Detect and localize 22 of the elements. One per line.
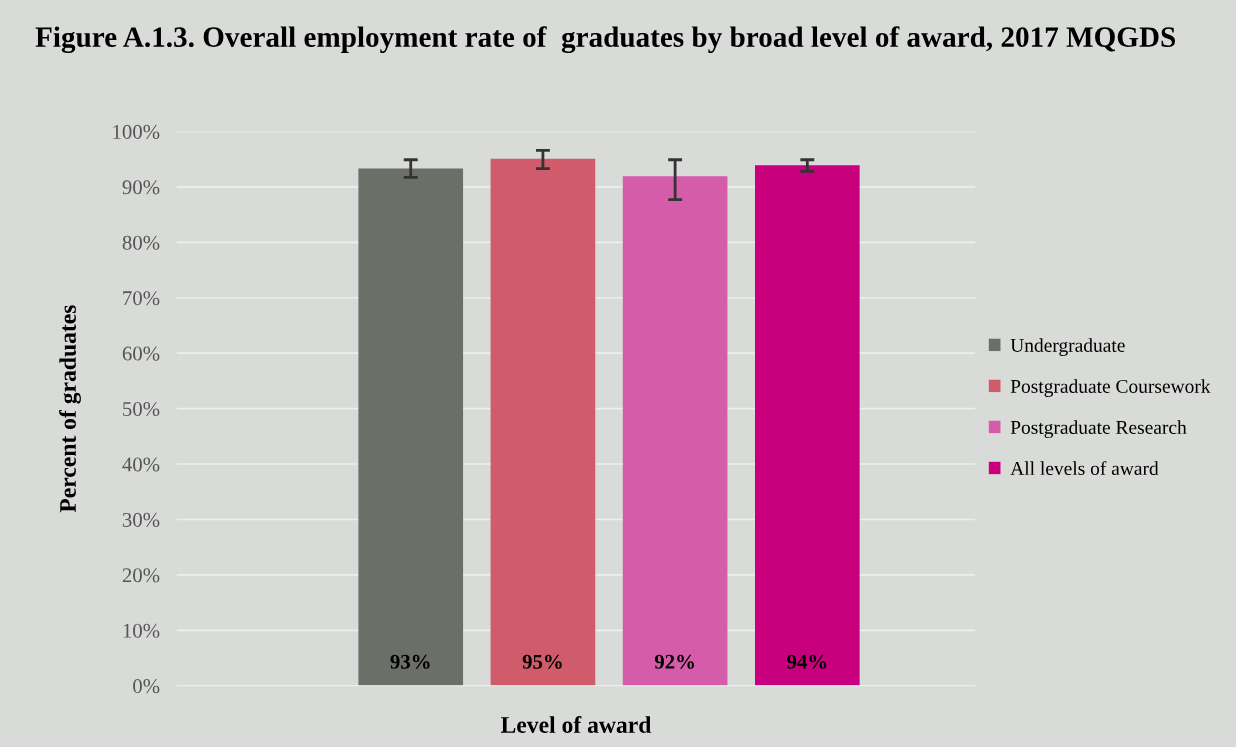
- legend-label: Postgraduate Research: [1010, 420, 1187, 438]
- data-label: 95%: [522, 654, 562, 669]
- x-axis-title: Level of award: [500, 716, 652, 733]
- y-tick-label: 30%: [122, 512, 160, 527]
- y-tick-label: 70%: [123, 291, 160, 306]
- chart-title: Figure A.1.3. Overall employment rate of graduates by broad level of award, 2017 MQGDS: [35, 26, 1176, 54]
- data-label: 92%: [654, 654, 694, 669]
- y-tick-label: 10%: [123, 623, 160, 638]
- legend-label: Postgraduate Coursework: [1010, 379, 1211, 397]
- y-tick-label: 90%: [122, 180, 160, 195]
- y-tick-label: 50%: [123, 401, 160, 417]
- y-tick-label: 20%: [122, 568, 160, 583]
- y-tick-label: 100%: [113, 124, 160, 139]
- legend-label: All levels of award: [1010, 461, 1159, 476]
- y-tick-label: 60%: [122, 346, 160, 361]
- data-label: 93%: [390, 654, 430, 669]
- legend-label: Undergraduate: [1010, 338, 1125, 356]
- y-axis-title: Percent of graduates: [59, 305, 81, 513]
- y-tick-label: 40%: [122, 457, 160, 472]
- y-tick-label: 80%: [122, 235, 160, 250]
- y-tick-label: 0%: [133, 679, 160, 694]
- data-label: 94%: [787, 654, 827, 669]
